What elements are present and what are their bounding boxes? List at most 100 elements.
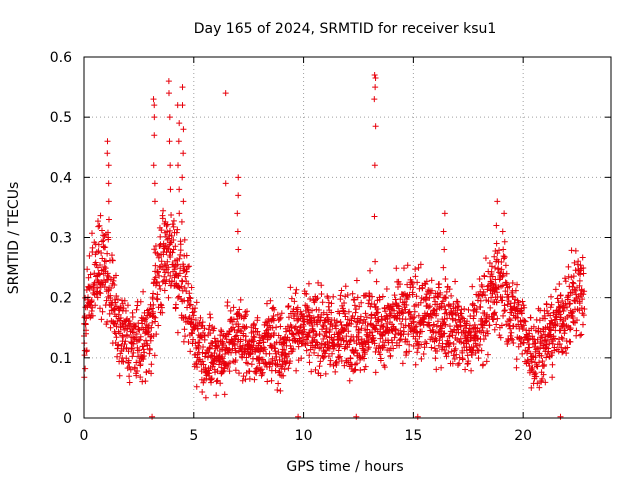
data-point bbox=[508, 329, 515, 336]
data-point bbox=[441, 347, 448, 354]
data-point bbox=[333, 360, 340, 367]
data-point bbox=[541, 361, 548, 368]
data-point bbox=[112, 272, 119, 279]
data-point bbox=[489, 273, 496, 280]
data-point bbox=[164, 221, 171, 228]
data-point bbox=[548, 301, 555, 308]
x-tick-label: 5 bbox=[189, 428, 198, 444]
data-point bbox=[546, 340, 553, 347]
data-point bbox=[458, 339, 465, 346]
data-point bbox=[110, 277, 117, 284]
data-point bbox=[254, 328, 261, 335]
data-point bbox=[362, 310, 369, 317]
data-point bbox=[383, 320, 390, 327]
spike-point bbox=[167, 186, 174, 193]
data-point bbox=[178, 283, 185, 290]
data-point bbox=[364, 333, 371, 340]
data-point bbox=[149, 319, 156, 326]
data-point bbox=[441, 330, 448, 337]
data-point bbox=[377, 355, 384, 362]
data-point bbox=[441, 316, 448, 323]
data-point bbox=[271, 330, 278, 337]
data-point bbox=[192, 340, 199, 347]
data-point bbox=[120, 358, 127, 365]
data-point bbox=[355, 333, 362, 340]
data-point bbox=[442, 321, 449, 328]
data-point bbox=[276, 315, 283, 322]
data-point bbox=[99, 308, 106, 315]
data-point bbox=[277, 314, 284, 321]
data-point bbox=[355, 329, 362, 336]
data-point bbox=[456, 354, 463, 361]
data-point bbox=[423, 278, 430, 285]
data-point bbox=[199, 319, 206, 326]
data-point bbox=[494, 315, 501, 322]
data-point bbox=[188, 284, 195, 291]
data-point bbox=[174, 261, 181, 268]
data-point bbox=[501, 238, 508, 245]
data-point bbox=[125, 357, 132, 364]
data-point bbox=[98, 316, 105, 323]
data-point bbox=[425, 304, 432, 311]
data-point bbox=[570, 280, 577, 287]
data-point bbox=[439, 298, 446, 305]
data-point bbox=[488, 268, 495, 275]
data-point bbox=[85, 274, 92, 281]
data-point bbox=[319, 326, 326, 333]
data-point bbox=[272, 348, 279, 355]
data-point bbox=[392, 326, 399, 333]
data-point bbox=[495, 265, 502, 272]
data-point bbox=[402, 306, 409, 313]
data-point bbox=[222, 350, 229, 357]
data-point bbox=[567, 300, 574, 307]
data-point bbox=[434, 347, 441, 354]
data-point bbox=[285, 365, 292, 372]
data-point bbox=[150, 308, 157, 315]
spike-point bbox=[105, 162, 112, 169]
data-point bbox=[509, 280, 516, 287]
data-point bbox=[154, 279, 161, 286]
data-point bbox=[473, 305, 480, 312]
data-point bbox=[527, 314, 534, 321]
data-point bbox=[446, 286, 453, 293]
data-point bbox=[414, 279, 421, 286]
data-point bbox=[156, 242, 163, 249]
data-point bbox=[521, 304, 528, 311]
data-point bbox=[514, 281, 521, 288]
data-point bbox=[391, 334, 398, 341]
data-point bbox=[232, 357, 239, 364]
data-point bbox=[256, 337, 263, 344]
x-tick-label: 15 bbox=[404, 428, 422, 444]
data-point bbox=[455, 303, 462, 310]
data-point bbox=[273, 353, 280, 360]
data-point bbox=[577, 271, 584, 278]
data-point bbox=[415, 312, 422, 319]
data-point bbox=[463, 337, 470, 344]
data-point bbox=[349, 290, 356, 297]
data-point bbox=[577, 262, 584, 269]
data-point bbox=[472, 350, 479, 357]
data-point bbox=[485, 298, 492, 305]
data-point bbox=[96, 305, 103, 312]
data-point bbox=[200, 379, 207, 386]
data-point bbox=[345, 308, 352, 315]
data-point bbox=[136, 336, 143, 343]
data-point bbox=[561, 275, 568, 282]
data-point bbox=[554, 295, 561, 302]
data-point bbox=[476, 275, 483, 282]
data-point bbox=[453, 351, 460, 358]
data-point bbox=[344, 291, 351, 298]
data-point bbox=[133, 331, 140, 338]
data-point bbox=[117, 304, 124, 311]
data-point bbox=[313, 296, 320, 303]
data-point bbox=[121, 341, 128, 348]
data-point bbox=[470, 312, 477, 319]
data-point bbox=[566, 301, 573, 308]
data-point bbox=[484, 330, 491, 337]
data-point bbox=[130, 329, 137, 336]
y-tick-label: 0 bbox=[63, 411, 72, 427]
data-point bbox=[447, 303, 454, 310]
data-point bbox=[167, 239, 174, 246]
data-point bbox=[185, 315, 192, 322]
data-point bbox=[448, 292, 455, 299]
